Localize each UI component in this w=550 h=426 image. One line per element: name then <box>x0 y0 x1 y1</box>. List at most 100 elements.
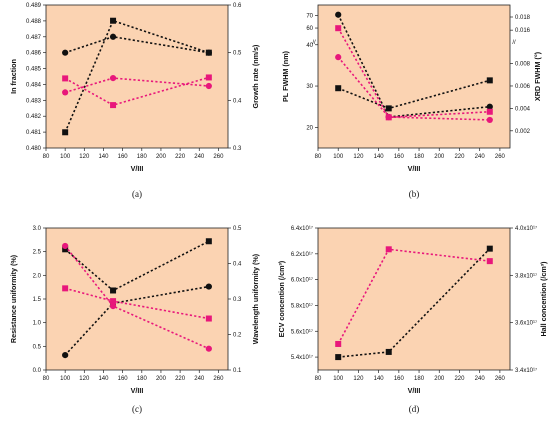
plot-area <box>45 227 229 371</box>
y-left-tick-label: 0.481 <box>26 130 42 136</box>
axis-break-right: // <box>512 40 516 46</box>
y-left-tick-label: 0.486 <box>26 51 42 57</box>
data-point-square <box>385 246 392 253</box>
chart-panel-3: 80 100 120 140 160 180 200 220 240 260 0.0 0.5 1.0 1.… <box>9 226 260 395</box>
x-tick-label: 80 <box>43 376 50 382</box>
y-left-tick-label: 6.0x10¹⁷ <box>291 277 313 284</box>
x-tick-label: 160 <box>394 376 405 382</box>
data-point-square <box>385 348 392 355</box>
x-tick-label: 260 <box>213 376 224 382</box>
y-right-tick-label: 0.018 <box>515 15 531 21</box>
x-tick-label: 240 <box>475 154 486 160</box>
data-point-square <box>205 315 212 322</box>
y-left-tick-label: 40 <box>306 43 313 49</box>
x-tick-label: 180 <box>137 376 148 382</box>
y-right-tick-label: 0.5 <box>233 226 242 232</box>
data-point-circle <box>62 351 69 359</box>
x-tick-label: 80 <box>315 376 322 382</box>
data-point-square <box>62 75 69 82</box>
series-line-2 <box>64 19 210 133</box>
y-left-axis-label: ECV concention (/cm³) <box>277 260 286 337</box>
y-left-tick-label: 5.4x10¹⁷ <box>291 354 313 361</box>
data-point-square <box>486 245 493 252</box>
data-point-circle <box>205 345 212 352</box>
chart-panel-1: 80 100 120 140 160 180 200 220 240 260 0.480 0.481 0… <box>9 3 260 173</box>
x-axis-label: V/III <box>131 164 144 173</box>
y-right-tick-label: 0.2 <box>233 333 242 339</box>
y-right-tick-label: 0.016 <box>515 28 531 34</box>
y-left-tick-label: 5.6x10¹⁷ <box>291 328 313 335</box>
data-point-circle <box>335 54 342 61</box>
x-tick-label: 220 <box>454 376 465 382</box>
y-left-tick-label: 70 <box>306 13 313 19</box>
y-left-tick-label: 0.489 <box>26 3 42 9</box>
y-left-tick-label: 0.487 <box>26 35 42 41</box>
x-tick-label: 100 <box>60 154 71 160</box>
y-left-tick-label: 6.2x10¹⁷ <box>291 251 313 258</box>
data-point-square <box>110 102 117 109</box>
x-tick-label: 200 <box>156 376 167 382</box>
y-right-tick-label: 4.0x10¹⁷ <box>515 225 537 232</box>
data-point-circle <box>62 242 69 250</box>
data-point-square <box>486 77 493 84</box>
y-left-tick-label: 0.485 <box>26 67 42 73</box>
data-point-square <box>205 238 212 245</box>
y-left-tick-label: 0.480 <box>26 146 42 152</box>
y-right-tick-label: 3.8x10¹⁷ <box>515 272 537 279</box>
x-tick-label: 180 <box>414 154 425 160</box>
y-right-axis-label: XRD FWHM (°) <box>533 51 542 101</box>
x-tick-label: 200 <box>156 154 167 160</box>
y-left-tick-label: 0.488 <box>26 19 42 25</box>
x-tick-label: 100 <box>333 154 344 160</box>
series-line-1 <box>337 14 490 118</box>
y-right-tick-label: 0.5 <box>233 51 242 57</box>
y-left-tick-label: 60 <box>306 26 313 32</box>
x-tick-label: 140 <box>374 154 385 160</box>
y-right-tick-label: 3.6x10¹⁷ <box>515 320 537 327</box>
x-tick-label: 120 <box>353 376 364 382</box>
data-point-square <box>62 285 69 292</box>
y-right-tick-label: 0.004 <box>515 106 531 112</box>
y-left-tick-label: 1.0 <box>33 321 42 327</box>
data-point-square <box>486 108 493 115</box>
y-left-tick-label: 0.0 <box>33 368 42 374</box>
panel-caption: (b) <box>409 189 420 199</box>
x-tick-label: 80 <box>315 154 322 160</box>
y-right-tick-label: 0.4 <box>233 262 242 268</box>
data-point-square <box>62 246 69 253</box>
data-point-square <box>335 354 342 361</box>
data-point-square <box>335 85 342 92</box>
data-point-square <box>486 258 493 265</box>
x-tick-label: 100 <box>333 376 344 382</box>
data-point-circle <box>62 89 69 96</box>
y-right-tick-label: 0.008 <box>515 62 531 68</box>
y-left-tick-label: 0.482 <box>26 114 42 120</box>
x-axis-label: V/III <box>408 386 421 395</box>
y-right-tick-label: 0.3 <box>233 146 242 152</box>
series-line-3 <box>337 56 490 121</box>
data-point-square <box>335 25 342 32</box>
data-point-circle <box>62 49 69 56</box>
plot-area <box>45 4 229 149</box>
x-tick-label: 260 <box>495 376 506 382</box>
y-left-tick-label: 20 <box>306 125 313 131</box>
y-right-tick-label: 0.1 <box>233 368 242 374</box>
x-tick-label: 140 <box>374 376 385 382</box>
x-tick-label: 160 <box>118 154 129 160</box>
y-left-tick-label: 5.8x10¹⁷ <box>291 302 313 309</box>
data-point-circle <box>205 82 212 90</box>
x-tick-label: 260 <box>495 154 506 160</box>
axis-break-left: // <box>312 40 316 46</box>
x-tick-label: 260 <box>213 154 224 160</box>
data-point-circle <box>486 103 493 110</box>
data-point-square <box>335 340 342 347</box>
x-tick-label: 240 <box>475 376 486 382</box>
x-tick-label: 240 <box>194 376 205 382</box>
y-left-axis-label: Resistance uniformity (%) <box>9 254 18 343</box>
x-tick-label: 200 <box>434 154 445 160</box>
data-point-square <box>205 49 212 56</box>
x-tick-label: 220 <box>454 154 465 160</box>
y-left-tick-label: 0.483 <box>26 98 42 104</box>
panel-caption: (c) <box>132 404 142 414</box>
data-point-circle <box>109 303 117 310</box>
